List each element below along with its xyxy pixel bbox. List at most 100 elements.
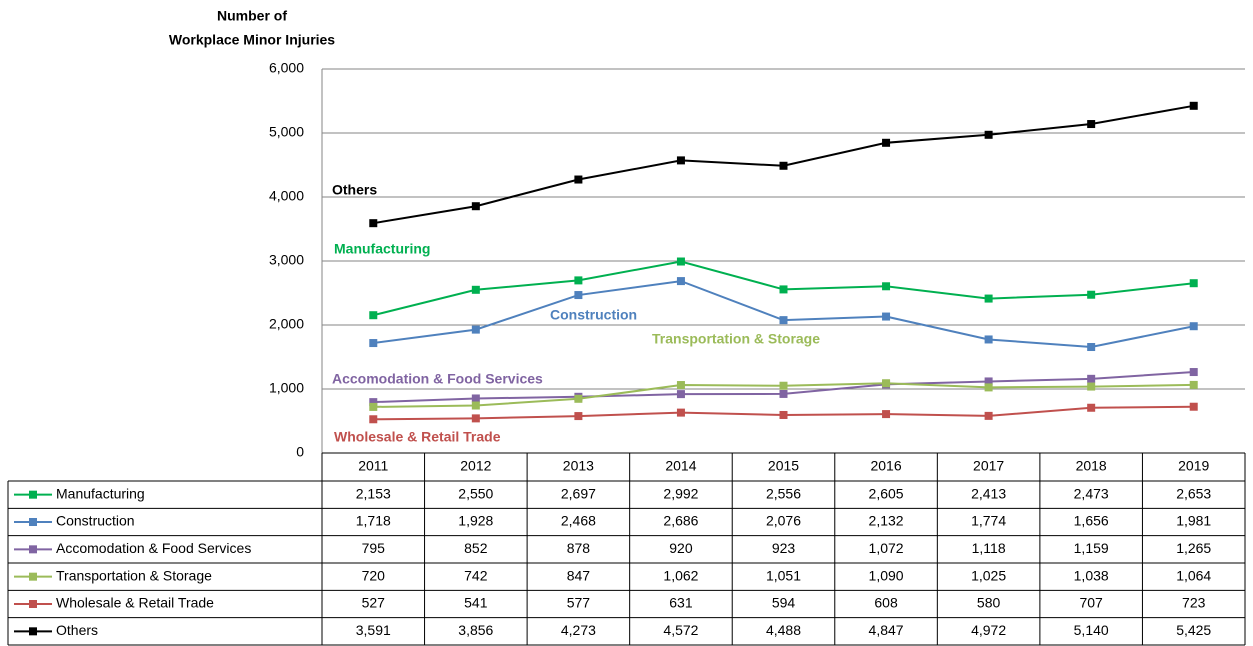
y-tick-label: 4,000 xyxy=(269,188,304,204)
data-point xyxy=(882,410,891,419)
table-value: 852 xyxy=(464,540,488,556)
table-value: 4,572 xyxy=(663,622,698,638)
data-point xyxy=(984,411,993,420)
data-point xyxy=(779,285,788,294)
x-tick-label: 2019 xyxy=(1178,458,1209,474)
data-point xyxy=(369,398,378,407)
table-value: 2,992 xyxy=(663,485,698,501)
legend-marker xyxy=(29,572,37,581)
table-value: 541 xyxy=(464,595,488,611)
legend-marker xyxy=(29,490,37,499)
data-point xyxy=(369,219,378,228)
legend-marker xyxy=(29,545,37,554)
table-value: 4,273 xyxy=(561,622,596,638)
data-point xyxy=(1087,374,1096,383)
table-value: 723 xyxy=(1182,595,1206,611)
data-point xyxy=(779,161,788,170)
y-tick-label: 6,000 xyxy=(269,60,304,76)
legend-label: Construction xyxy=(56,513,135,529)
table-value: 2,605 xyxy=(869,485,904,501)
legend-label: Manufacturing xyxy=(56,485,145,501)
data-point xyxy=(1087,382,1096,391)
table-value: 720 xyxy=(362,567,386,583)
table-value: 2,153 xyxy=(356,485,391,501)
table-value: 847 xyxy=(567,567,591,583)
data-point xyxy=(984,335,993,344)
table-value: 4,847 xyxy=(869,622,904,638)
y-tick-label: 3,000 xyxy=(269,252,304,268)
table-value: 594 xyxy=(772,595,796,611)
data-point xyxy=(574,291,583,300)
table-value: 707 xyxy=(1079,595,1103,611)
data-point xyxy=(369,415,378,424)
data-point xyxy=(369,311,378,320)
table-value: 5,140 xyxy=(1074,622,1109,638)
table-value: 580 xyxy=(977,595,1001,611)
table-value: 1,025 xyxy=(971,567,1006,583)
table-value: 1,718 xyxy=(356,513,391,529)
data-point xyxy=(471,325,480,334)
table-value: 3,591 xyxy=(356,622,391,638)
y-tick-label: 1,000 xyxy=(269,380,304,396)
data-point xyxy=(1189,380,1198,389)
data-point xyxy=(1087,343,1096,352)
data-point xyxy=(471,202,480,211)
table-value: 742 xyxy=(464,567,488,583)
y-axis-title: Workplace Minor Injuries xyxy=(169,32,335,48)
series-annotation: Transportation & Storage xyxy=(652,331,820,347)
table-value: 1,038 xyxy=(1074,567,1109,583)
table-value: 923 xyxy=(772,540,796,556)
series-annotation: Construction xyxy=(550,307,637,323)
data-point xyxy=(369,402,378,411)
data-point xyxy=(574,276,583,285)
data-point xyxy=(676,156,685,165)
table-value: 4,972 xyxy=(971,622,1006,638)
data-point xyxy=(1189,402,1198,411)
x-tick-label: 2013 xyxy=(563,458,594,474)
legend-marker xyxy=(29,518,37,526)
series-annotation: Manufacturing xyxy=(334,241,430,257)
series-annotation: Wholesale & Retail Trade xyxy=(334,429,501,445)
data-point xyxy=(779,316,788,325)
data-point xyxy=(779,410,788,419)
table-value: 1,928 xyxy=(458,513,493,529)
data-point xyxy=(676,277,685,286)
data-point xyxy=(1087,403,1096,412)
x-tick-label: 2014 xyxy=(665,458,696,474)
table-value: 2,556 xyxy=(766,485,801,501)
data-point xyxy=(574,394,583,403)
legend-label: Transportation & Storage xyxy=(56,567,212,583)
data-point xyxy=(882,379,891,388)
x-tick-label: 2018 xyxy=(1076,458,1107,474)
data-point xyxy=(676,408,685,417)
data-point xyxy=(574,412,583,421)
data-point xyxy=(1087,290,1096,299)
table-value: 1,051 xyxy=(766,567,801,583)
table-value: 2,686 xyxy=(663,513,698,529)
x-tick-label: 2012 xyxy=(460,458,491,474)
series-annotation: Others xyxy=(332,182,377,198)
table-value: 920 xyxy=(669,540,693,556)
table-value: 2,132 xyxy=(869,513,904,529)
table-value: 527 xyxy=(362,595,386,611)
data-point xyxy=(676,390,685,399)
data-point xyxy=(471,414,480,423)
table-value: 1,072 xyxy=(869,540,904,556)
data-point xyxy=(984,294,993,303)
table-value: 878 xyxy=(567,540,591,556)
table-value: 2,550 xyxy=(458,485,493,501)
table-value: 631 xyxy=(669,595,693,611)
legend-label: Wholesale & Retail Trade xyxy=(56,595,214,611)
x-tick-label: 2016 xyxy=(870,458,901,474)
x-tick-label: 2015 xyxy=(768,458,799,474)
y-tick-label: 2,000 xyxy=(269,316,304,332)
data-point xyxy=(984,383,993,392)
table-value: 1,981 xyxy=(1176,513,1211,529)
data-point xyxy=(574,175,583,184)
x-tick-label: 2011 xyxy=(358,458,388,474)
y-tick-label: 0 xyxy=(296,444,304,460)
table-value: 1,118 xyxy=(972,540,1006,556)
legend-label: Accomodation & Food Services xyxy=(56,540,251,556)
data-point xyxy=(984,377,993,386)
